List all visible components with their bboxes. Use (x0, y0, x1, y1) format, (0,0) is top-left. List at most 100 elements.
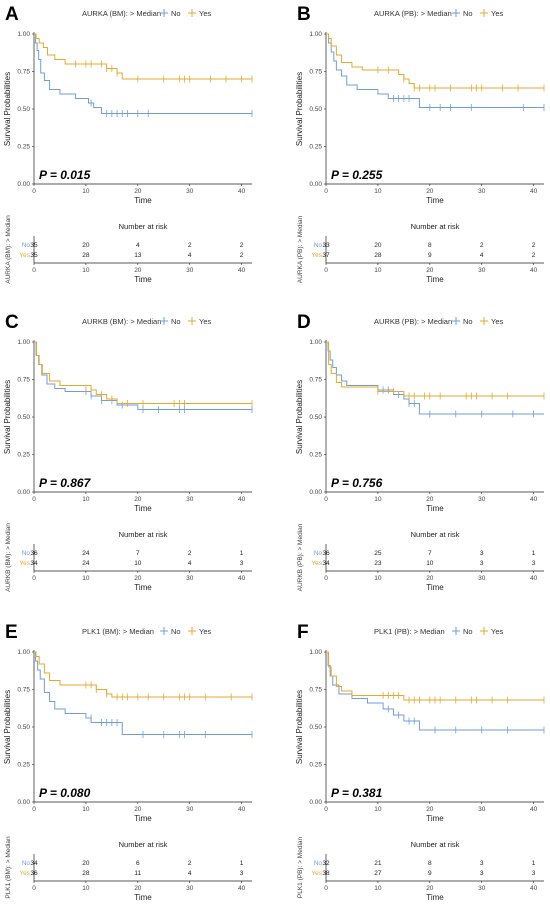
legend-title: AURKB (PB): > Median (374, 317, 452, 326)
y-tick-label: 0.00 (17, 799, 30, 806)
km-panel-c: C AURKB (BM): > Median No Yes 0.00 0.25 0.50 0.… (3, 312, 253, 592)
legend-entry-no: No (171, 317, 181, 326)
y-axis-title: Survival Probabilities (3, 690, 12, 764)
legend: AURKA (PB): > Median No Yes (374, 9, 503, 18)
risk-x-tick-label: 40 (238, 267, 246, 274)
risk-x-tick-label: 0 (32, 575, 36, 582)
risk-x-tick-label: 30 (186, 885, 194, 892)
risk-count: 38 (322, 870, 330, 877)
risk-count: 8 (428, 860, 432, 867)
y-tick-label: 0.75 (17, 377, 30, 384)
p-value: P = 0.756 (331, 476, 383, 490)
legend: PLK1 (PB): > Median No Yes (374, 627, 503, 636)
km-panel-f: F PLK1 (PB): > Median No Yes 0.00 0.25 0.50 0.7… (295, 622, 545, 902)
y-tick-label: 0.50 (17, 414, 30, 421)
risk-x-tick-label: 10 (374, 267, 382, 274)
km-panel-d: D AURKB (PB): > Median No Yes 0.00 0.25 0.50 0.… (295, 312, 545, 592)
risk-x-tick-label: 30 (186, 267, 194, 274)
legend-entry-no: No (463, 317, 473, 326)
y-axis-title: Survival Probabilities (295, 72, 304, 146)
y-tick-label: 1.00 (17, 649, 30, 656)
risk-count: 1 (240, 550, 244, 557)
y-tick-label: 0.00 (309, 799, 322, 806)
risk-row-label-no: No (22, 860, 31, 867)
risk-count: 11 (134, 870, 141, 877)
km-curve-yes (326, 651, 544, 701)
risk-count: 21 (374, 860, 382, 867)
p-value: P = 0.255 (331, 168, 383, 182)
risk-count: 2 (532, 252, 536, 259)
risk-x-tick-label: 0 (324, 885, 328, 892)
risk-x-tick-label: 30 (186, 575, 194, 582)
x-tick-label: 20 (134, 496, 142, 503)
legend: AURKB (BM): > Median No Yes (82, 317, 211, 326)
legend-entry-yes: Yes (199, 317, 211, 326)
risk-x-tick-label: 20 (426, 267, 434, 274)
km-panel-e: E PLK1 (BM): > Median No Yes 0.00 0.25 0.50 0.7… (3, 622, 253, 902)
risk-count: 37 (322, 252, 330, 259)
risk-count: 4 (136, 242, 140, 249)
risk-x-tick-label: 20 (134, 575, 142, 582)
legend-entry-no: No (463, 9, 473, 18)
x-tick-label: 0 (32, 188, 36, 195)
y-tick-label: 1.00 (17, 339, 30, 346)
risk-x-tick-label: 20 (134, 267, 142, 274)
risk-count: 28 (82, 870, 90, 877)
risk-x-tick-label: 40 (530, 885, 538, 892)
risk-row-label-yes: Yes (19, 870, 30, 877)
km-curve-yes (326, 33, 544, 89)
risk-count: 4 (188, 870, 192, 877)
y-tick-label: 0.50 (17, 106, 30, 113)
legend-entry-no: No (463, 627, 473, 636)
risk-x-tick-label: 10 (374, 575, 382, 582)
y-tick-label: 0.75 (309, 377, 322, 384)
risk-x-tick-label: 10 (82, 885, 90, 892)
km-curve-no (326, 341, 544, 415)
risk-count: 2 (188, 242, 192, 249)
risk-count: 2 (188, 860, 192, 867)
y-axis-title: Survival Probabilities (295, 380, 304, 454)
legend-entry-yes: Yes (199, 9, 211, 18)
km-curve-yes (34, 341, 252, 404)
risk-count: 3 (240, 560, 244, 567)
risk-y-axis-title: AURKB (PB): > Median (297, 523, 304, 591)
risk-count: 28 (82, 252, 90, 259)
risk-x-tick-label: 40 (238, 885, 246, 892)
risk-count: 2 (240, 242, 244, 249)
km-curve-no (34, 651, 252, 735)
legend-entry-yes: Yes (491, 317, 503, 326)
risk-count: 6 (136, 860, 140, 867)
risk-count: 36 (30, 550, 38, 557)
risk-x-tick-label: 20 (134, 885, 142, 892)
y-tick-label: 0.00 (17, 489, 30, 496)
risk-x-tick-label: 40 (530, 267, 538, 274)
risk-count: 34 (30, 560, 38, 567)
risk-count: 9 (428, 252, 432, 259)
risk-count: 32 (322, 860, 330, 867)
risk-row-label-yes: Yes (311, 252, 322, 259)
risk-x-axis-title: Time (426, 275, 444, 284)
risk-count: 35 (30, 242, 38, 249)
p-value: P = 0.080 (39, 786, 91, 800)
risk-x-axis-title: Time (134, 893, 152, 902)
risk-table-title: Number at risk (411, 840, 460, 849)
risk-y-axis-title: AURKB (BM): > Median (5, 523, 12, 592)
risk-row-label-no: No (22, 242, 31, 249)
risk-x-tick-label: 30 (478, 575, 486, 582)
y-tick-label: 0.50 (309, 414, 322, 421)
legend-title: PLK1 (PB): > Median (374, 627, 445, 636)
p-value: P = 0.381 (331, 786, 383, 800)
risk-row-label-no: No (314, 550, 323, 557)
risk-count: 3 (532, 560, 536, 567)
risk-count: 1 (240, 860, 244, 867)
x-tick-label: 10 (374, 496, 382, 503)
risk-table-title: Number at risk (411, 222, 460, 231)
y-tick-label: 1.00 (309, 31, 322, 38)
risk-table-title: Number at risk (411, 530, 460, 539)
x-tick-label: 40 (238, 496, 246, 503)
y-tick-label: 0.25 (309, 144, 322, 151)
legend-entry-yes: Yes (199, 627, 211, 636)
